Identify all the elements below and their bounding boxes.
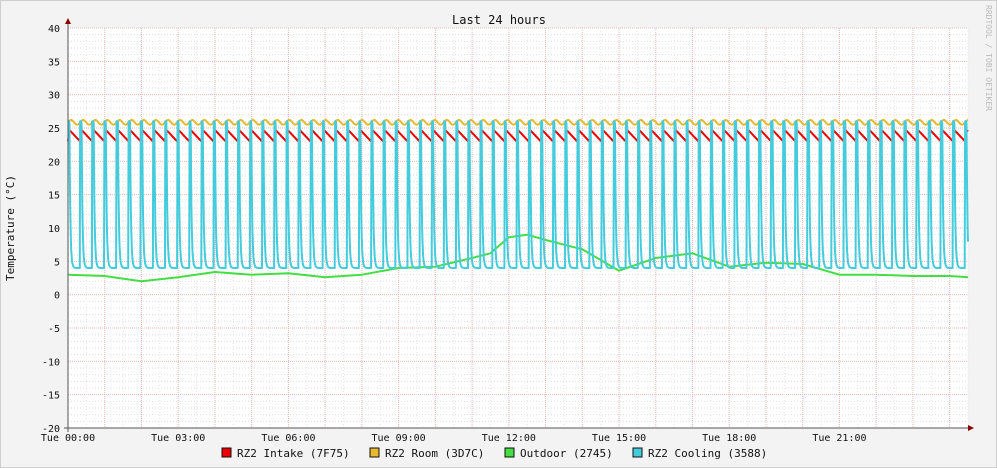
legend-swatch bbox=[369, 447, 380, 458]
axes bbox=[64, 18, 974, 432]
legend-swatch bbox=[221, 447, 232, 458]
y-tick-label: 35 bbox=[48, 57, 60, 68]
legend-label: Outdoor (2745) bbox=[520, 447, 613, 460]
y-tick-label: -20 bbox=[42, 424, 60, 435]
chart-title: Last 24 hours bbox=[452, 13, 546, 27]
legend: RZ2 Intake (7F75) RZ2 Room (3D7C) Outdoor … bbox=[221, 447, 767, 460]
y-tick-label: 25 bbox=[48, 124, 60, 135]
y-tick-label: 10 bbox=[48, 224, 60, 235]
x-tick-label: Tue 12:00 bbox=[482, 433, 536, 444]
y-axis-arrow bbox=[65, 18, 71, 24]
series-rz2-cooling-3588-line bbox=[67, 120, 969, 269]
x-tick-label: Tue 09:00 bbox=[372, 433, 426, 444]
y-axis-label: Temperature (°C) bbox=[4, 175, 17, 281]
legend-item: RZ2 Intake (7F75) bbox=[221, 447, 350, 460]
legend-label: RZ2 Intake (7F75) bbox=[237, 447, 350, 460]
legend-item: RZ2 Cooling (3588) bbox=[632, 447, 767, 460]
series-outdoor-2745-line bbox=[67, 233, 969, 283]
legend-item: Outdoor (2745) bbox=[504, 447, 613, 460]
x-tick-label: Tue 00:00 bbox=[41, 433, 95, 444]
y-tick-label: -15 bbox=[42, 391, 60, 402]
x-tick-label: Tue 15:00 bbox=[592, 433, 646, 444]
legend-item: RZ2 Room (3D7C) bbox=[369, 447, 484, 460]
legend-swatch bbox=[504, 447, 515, 458]
watermark: RRDTOOL / TOBI OETIKER bbox=[984, 5, 993, 111]
x-tick-label: Tue 18:00 bbox=[702, 433, 756, 444]
y-tick-label: 0 bbox=[54, 291, 60, 302]
y-tick-label: 5 bbox=[54, 257, 60, 268]
y-tick-label: -10 bbox=[42, 357, 60, 368]
legend-swatch bbox=[632, 447, 643, 458]
legend-label: RZ2 Room (3D7C) bbox=[385, 447, 484, 460]
x-axis-arrow bbox=[968, 425, 974, 431]
x-tick-label: Tue 21:00 bbox=[812, 433, 866, 444]
x-tick-label: Tue 03:00 bbox=[151, 433, 205, 444]
y-tick-label: 30 bbox=[48, 91, 60, 102]
y-tick-label: -5 bbox=[48, 324, 60, 335]
series-layer bbox=[67, 119, 969, 283]
x-tick-label: Tue 06:00 bbox=[261, 433, 315, 444]
legend-label: RZ2 Cooling (3588) bbox=[648, 447, 767, 460]
y-tick-label: 40 bbox=[48, 24, 60, 35]
y-tick-label: 15 bbox=[48, 191, 60, 202]
y-tick-labels: 40 35 30 25 20 15 10 5 0 -5 -10 -15 -20 bbox=[42, 24, 60, 435]
y-tick-label: 20 bbox=[48, 157, 60, 168]
x-tick-labels: Tue 00:00 Tue 03:00 Tue 06:00 Tue 09:00 Tue … bbox=[41, 433, 867, 444]
